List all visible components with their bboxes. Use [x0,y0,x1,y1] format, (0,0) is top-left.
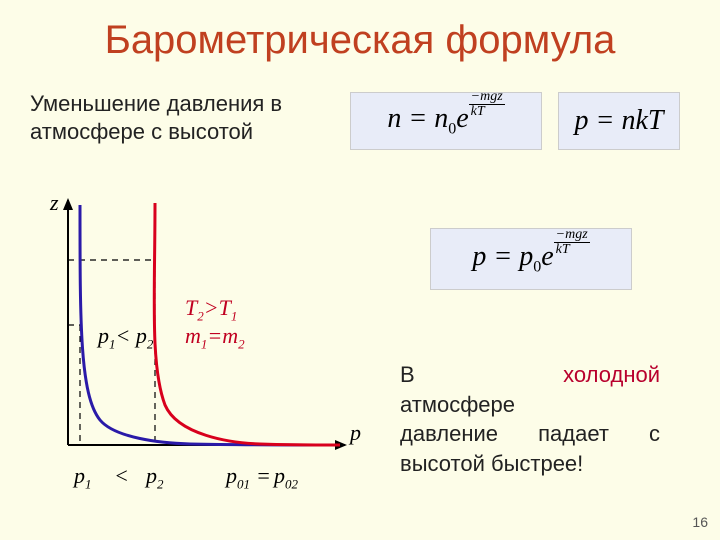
f1-lhs: n = n [387,103,448,134]
subtitle: Уменьшение давления в атмосфере с высото… [30,90,282,145]
subtitle-line1: Уменьшение давления в [30,91,282,116]
barometric-chart: z p p1<p2p01=p02p1< p2T2>T1m1=m2 [40,195,370,495]
x-axis-label: p [350,420,361,446]
page-number: 16 [692,514,708,530]
formula-pnkT: p = nkT [558,92,680,150]
f2-text: p = nkT [575,105,664,137]
subtitle-line2: атмосфере с высотой [30,119,253,144]
formula-p: p = p0e−mgzkT [430,228,632,290]
f3-lhs: p = p [472,241,533,272]
formula-n: n = n0e−mgzkT [350,92,542,150]
conclusion-text: В холодной атмосфере давление падает с в… [400,360,660,479]
page-title: Барометрическая формула [0,0,720,63]
y-axis-label: z [50,190,59,216]
